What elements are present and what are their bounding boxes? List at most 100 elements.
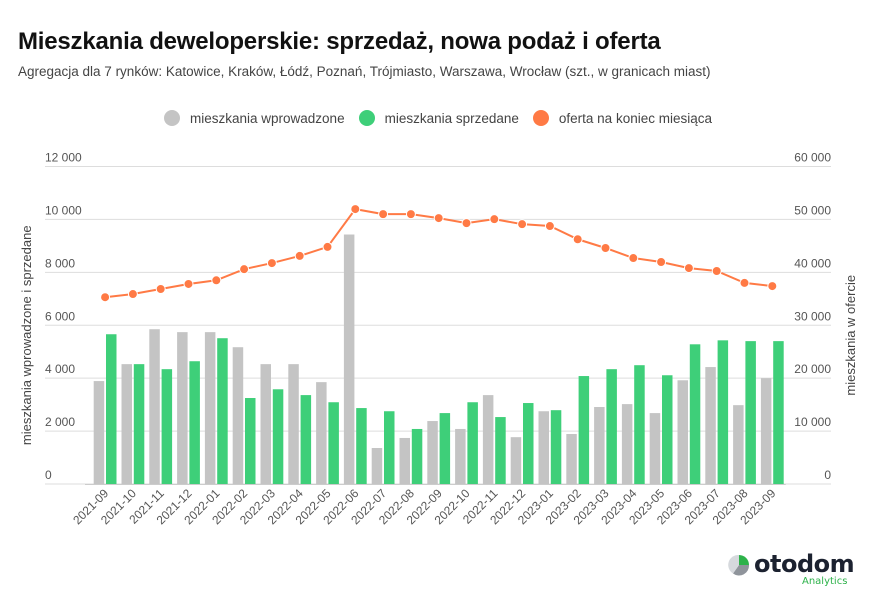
bar-introduced — [621, 404, 633, 484]
offer-point — [350, 204, 361, 215]
bar-sold — [523, 403, 534, 484]
legend-item-introduced[interactable]: mieszkania wprowadzone — [164, 110, 345, 126]
y2-tick-label: 20 000 — [794, 362, 831, 376]
offer-point — [100, 292, 111, 303]
offer-point — [711, 266, 722, 277]
bar-sold — [411, 428, 423, 484]
y-tick-label: 0 — [45, 468, 52, 482]
bar-sold — [745, 341, 756, 484]
bar-introduced — [677, 380, 688, 484]
bar-sold — [384, 411, 395, 484]
y2-tick-label: 40 000 — [794, 256, 831, 270]
offer-point — [127, 289, 138, 300]
legend-label-offer: oferta na koniec miesiąca — [558, 110, 712, 126]
offer-point — [683, 263, 694, 274]
bar-introduced — [177, 332, 188, 484]
chart-title: Mieszkania deweloperskie: sprzedaż, nowa… — [18, 28, 661, 55]
offer-point — [155, 284, 166, 295]
bar-sold — [689, 344, 701, 484]
legend-item-offer[interactable]: oferta na koniec miesiąca — [532, 110, 712, 126]
bar-sold — [495, 417, 506, 484]
offer-point — [266, 258, 277, 269]
bar-introduced — [455, 428, 466, 484]
y2-tick-label: 60 000 — [794, 151, 831, 165]
offer-point — [294, 250, 305, 261]
offer-point — [517, 219, 528, 230]
y-tick-label: 8 000 — [45, 256, 75, 270]
legend-label-sold: mieszkania sprzedane — [384, 110, 519, 126]
offer-point — [239, 264, 250, 275]
y-axis-left-title: mieszkania wprowadzone i sprzedane — [19, 225, 34, 445]
otodom-logo: otodom — [728, 550, 855, 578]
bar-introduced — [204, 332, 216, 484]
bar-sold — [300, 395, 312, 484]
bar-introduced — [399, 437, 410, 484]
bar-introduced — [705, 367, 716, 484]
y-axis-right-ticks: 0 10 000 20 000 30 000 40 000 50 000 60 000 — [794, 151, 831, 483]
logo-subtitle: Analytics — [802, 576, 848, 587]
bar-sold — [467, 402, 478, 484]
bar-introduced — [343, 234, 355, 484]
legend-marker-introduced — [164, 110, 180, 126]
y-axis-right-title: mieszkania w ofercie — [843, 275, 858, 396]
y2-tick-label: 10 000 — [794, 415, 831, 429]
bar-sold — [578, 376, 590, 484]
offer-point — [322, 241, 333, 252]
bar-sold — [328, 402, 339, 484]
chart-subtitle: Agregacja dla 7 rynków: Katowice, Kraków… — [18, 64, 711, 79]
offer-point — [767, 281, 778, 292]
bar-sold — [662, 375, 673, 484]
bar-introduced — [121, 364, 132, 484]
y2-tick-label: 30 000 — [794, 309, 831, 323]
bar-introduced — [594, 407, 605, 484]
legend-marker-offer — [532, 110, 549, 126]
offer-point — [544, 221, 555, 232]
y-tick-label: 6 000 — [45, 309, 75, 323]
bar-introduced — [149, 329, 160, 484]
y-tick-label: 10 000 — [45, 203, 82, 217]
chart-legend: mieszkania wprowadzone mieszkania sprzed… — [0, 110, 876, 126]
bar-introduced — [649, 413, 661, 484]
bar-introduced — [482, 395, 494, 484]
offer-point — [378, 209, 389, 220]
bar-sold — [161, 369, 173, 484]
x-axis-ticks: 2021-092021-102021-112021-122022-012022-… — [70, 486, 778, 527]
bar-sold — [133, 364, 145, 484]
bars — [93, 234, 784, 484]
bar-introduced — [288, 364, 299, 484]
y-axis-left-ticks: 0 2 000 4 000 6 000 8 000 10 000 12 000 — [45, 151, 82, 483]
y-tick-label: 12 000 — [45, 151, 82, 165]
y-tick-label: 4 000 — [45, 362, 75, 376]
legend-item-sold[interactable]: mieszkania sprzedane — [358, 110, 519, 126]
bar-introduced — [427, 421, 438, 484]
bar-sold — [550, 410, 562, 484]
bar-introduced — [510, 437, 522, 484]
offer-point — [211, 275, 222, 286]
legend-label-introduced: mieszkania wprowadzone — [190, 110, 345, 126]
bar-introduced — [566, 433, 577, 484]
bar-introduced — [93, 381, 105, 484]
legend-marker-sold — [358, 110, 375, 126]
logo-wordmark: otodom — [754, 550, 855, 578]
offer-point — [489, 214, 500, 225]
bar-sold — [272, 389, 284, 484]
bar-sold — [356, 408, 367, 484]
bar-sold — [106, 334, 117, 484]
bar-introduced — [760, 378, 772, 484]
bar-sold — [245, 398, 256, 484]
bar-introduced — [538, 411, 549, 484]
offer-point — [461, 218, 472, 229]
offer-point — [572, 234, 583, 245]
pie-chart-icon — [728, 554, 750, 576]
offer-point — [656, 257, 667, 268]
offer-point — [600, 242, 611, 253]
offer-point — [405, 209, 416, 220]
offer-point — [433, 213, 444, 224]
y2-tick-label: 50 000 — [794, 203, 831, 217]
offer-line — [100, 204, 778, 303]
bar-sold — [634, 365, 645, 484]
bar-sold — [773, 341, 784, 484]
bar-introduced — [232, 347, 244, 484]
bar-sold — [189, 361, 200, 484]
